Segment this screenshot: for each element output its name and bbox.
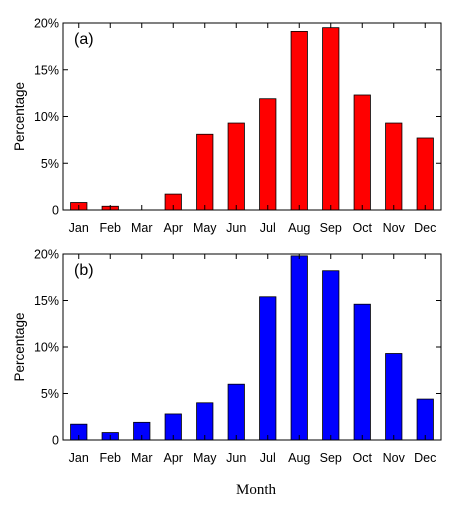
- x-tick-label-a-dec: Dec: [414, 221, 436, 235]
- bar-b-may: [196, 402, 214, 441]
- plot-frame-a: [62, 22, 442, 211]
- y-tick-label-a-0: 0: [52, 204, 59, 218]
- bar-a-dec: [416, 137, 434, 211]
- x-tick-label-a-jan: Jan: [69, 221, 89, 235]
- bar-b-jun: [227, 383, 245, 441]
- bar-a-may: [196, 133, 214, 211]
- x-tick-label-a-apr: Apr: [164, 221, 183, 235]
- x-tick-label-b-sep: Sep: [320, 451, 342, 465]
- x-tick-label-b-mar: Mar: [131, 451, 153, 465]
- bar-a-nov: [385, 122, 403, 211]
- panel-label-b: (b): [74, 262, 94, 279]
- x-tick-label-a-nov: Nov: [383, 221, 406, 235]
- bar-a-jul: [259, 98, 277, 211]
- x-tick-label-a-may: May: [193, 221, 217, 235]
- chart-panel-b: 0 5% 10% 15% 20% Jan Feb Mar Apr May Jun Jul Aug Sep O…: [12, 248, 442, 465]
- x-tick-label-b-aug: Aug: [288, 451, 310, 465]
- bar-b-dec: [416, 398, 434, 441]
- bar-b-jul: [259, 296, 277, 441]
- bar-a-sep: [322, 27, 340, 211]
- panel-label-a: (a): [74, 31, 94, 48]
- x-tick-label-a-oct: Oct: [353, 221, 373, 235]
- x-tick-label-a-jun: Jun: [226, 221, 246, 235]
- bar-b-sep: [322, 270, 340, 441]
- plot-frame-b: [62, 253, 442, 441]
- x-axis-title: Month: [236, 482, 277, 498]
- x-tick-label-b-may: May: [193, 451, 217, 465]
- x-tick-label-a-feb: Feb: [99, 221, 121, 235]
- y-axis-title-b: Percentage: [12, 312, 27, 381]
- y-tick-label-b-0: 0: [52, 434, 59, 448]
- y-tick-label-a-5: 5%: [41, 157, 59, 171]
- y-tick-label-a-15: 15%: [34, 63, 59, 77]
- y-tick-label-a-20: 20%: [34, 17, 59, 31]
- y-tick-label-b-10: 10%: [34, 341, 59, 355]
- x-tick-label-b-jan: Jan: [69, 451, 89, 465]
- x-tick-label-b-nov: Nov: [383, 451, 406, 465]
- x-tick-label-a-jul: Jul: [260, 221, 276, 235]
- bar-a-aug: [290, 31, 308, 211]
- chart-panel-a: 0 5% 10% 15% 20% Jan Feb Mar Apr May Jun Jul Aug Sep O…: [12, 17, 442, 235]
- x-tick-label-b-dec: Dec: [414, 451, 436, 465]
- x-tick-label-b-feb: Feb: [99, 451, 121, 465]
- x-tick-label-b-jul: Jul: [260, 451, 276, 465]
- x-tick-label-b-jun: Jun: [226, 451, 246, 465]
- y-tick-label-b-15: 15%: [34, 294, 59, 308]
- x-tick-label-b-oct: Oct: [353, 451, 373, 465]
- x-tick-label-a-sep: Sep: [320, 221, 342, 235]
- bar-b-aug: [290, 255, 308, 441]
- y-tick-label-b-20: 20%: [34, 248, 59, 262]
- bar-a-oct: [353, 94, 371, 211]
- bar-b-nov: [385, 353, 403, 441]
- x-tick-label-a-mar: Mar: [131, 221, 153, 235]
- y-axis-title-a: Percentage: [12, 82, 27, 151]
- bar-a-jun: [227, 122, 245, 211]
- bar-b-oct: [353, 303, 371, 441]
- y-tick-label-a-10: 10%: [34, 110, 59, 124]
- y-tick-label-b-5: 5%: [41, 387, 59, 401]
- x-tick-label-b-apr: Apr: [164, 451, 183, 465]
- x-tick-label-a-aug: Aug: [288, 221, 310, 235]
